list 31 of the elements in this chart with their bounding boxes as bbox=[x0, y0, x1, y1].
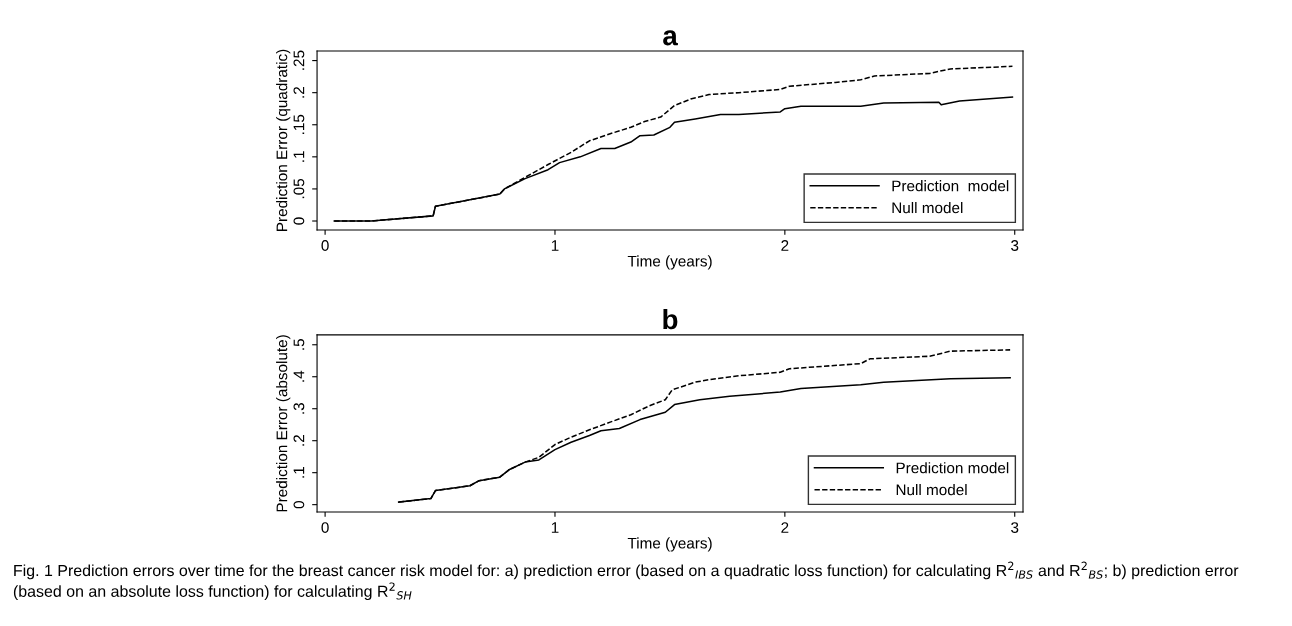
y-tick-label: 0 bbox=[293, 501, 305, 509]
x-tick-label: 0 bbox=[321, 240, 329, 251]
x-tick-label: 2 bbox=[781, 522, 789, 533]
chart-title: b bbox=[663, 308, 678, 330]
x-tick-label: 3 bbox=[1011, 240, 1019, 251]
y-axis-title: Prediction Error (quadratic) bbox=[276, 49, 291, 231]
x-tick-label: 1 bbox=[551, 240, 559, 251]
x-tick-label: 3 bbox=[1011, 522, 1019, 533]
y-tick-label: .05 bbox=[293, 178, 305, 199]
y-tick-label: .4 bbox=[293, 370, 305, 382]
y-tick-label: .1 bbox=[293, 151, 305, 162]
legend-label: Null model bbox=[896, 484, 967, 496]
y-tick-label: .25 bbox=[293, 50, 305, 70]
y-tick-label: .15 bbox=[293, 114, 305, 134]
y-axis-title: Prediction Error (absolute) bbox=[276, 335, 291, 512]
legend-label: Null model bbox=[892, 202, 963, 214]
x-axis-title: Time (years) bbox=[627, 537, 712, 552]
x-tick-label: 1 bbox=[551, 522, 559, 533]
y-tick-label: .5 bbox=[293, 339, 305, 350]
x-tick-label: 2 bbox=[781, 240, 789, 251]
y-tick-label: 0 bbox=[293, 217, 305, 225]
y-tick-label: .2 bbox=[293, 87, 305, 98]
y-tick-label: .2 bbox=[293, 435, 305, 446]
chart-title: a bbox=[663, 30, 678, 46]
y-tick-label: .1 bbox=[293, 467, 305, 478]
x-tick-label: 0 bbox=[321, 522, 329, 533]
x-axis-title: Time (years) bbox=[627, 255, 712, 270]
y-tick-label: .3 bbox=[293, 403, 305, 414]
legend-label: Prediction model bbox=[892, 180, 1009, 192]
legend-label: Prediction model bbox=[896, 462, 1009, 474]
text: Fig. 1 Prediction errors over time for the breast cancer risk model for: a) prediction error (based on a quadratic loss function) for calculating R$^{2}$$_{IBS}$ and R$^{2}$$_{BS}$; b) prediction error (based on an absolute loss function) for calculating R$^{2}$$_{SH}$ bbox=[13, 561, 1239, 601]
